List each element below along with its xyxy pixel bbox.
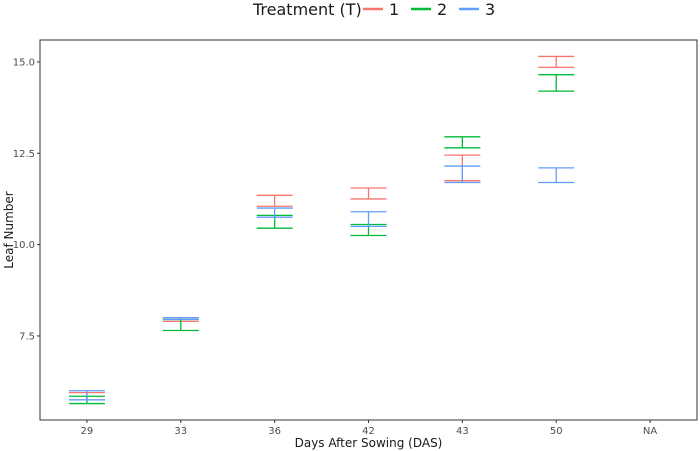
x-tick-label: 29 [81, 426, 94, 437]
x-tick-label: 43 [456, 426, 469, 437]
y-tick-label: 10.0 [13, 240, 35, 251]
x-tick-label: 36 [268, 426, 281, 437]
x-tick-label: 50 [550, 426, 563, 437]
y-tick-label: 7.5 [19, 331, 35, 342]
legend: Treatment (T) [0, 0, 700, 24]
legend-title: Treatment (T) [253, 0, 362, 19]
legend-label-2: 2 [437, 0, 447, 19]
y-tick-label: 12.5 [13, 149, 35, 160]
legend-label-1: 1 [389, 0, 399, 19]
x-tick-label: 42 [362, 426, 375, 437]
y-tick-label: 15.0 [13, 57, 35, 68]
x-tick-label: 33 [174, 426, 187, 437]
legend-label-3: 3 [485, 0, 495, 19]
x-axis-title: Days After Sowing (DAS) [295, 436, 443, 450]
y-axis-title: Leaf Number [2, 191, 16, 269]
x-tick-label: NA [643, 426, 657, 437]
